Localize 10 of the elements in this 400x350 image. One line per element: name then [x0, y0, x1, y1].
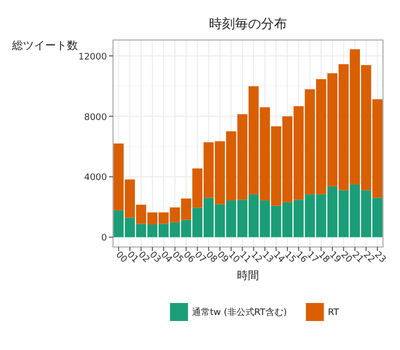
y-tick-label: 8000: [84, 112, 108, 123]
y-axis-title: 総ツイート数: [11, 39, 78, 52]
legend-label: 通常tw (非公式RT含む): [192, 307, 287, 318]
chart-title: 時刻毎の分布: [209, 17, 287, 32]
y-tick-label: 0: [101, 234, 108, 244]
y-tick-label: 12000: [78, 52, 108, 62]
x-axis-title: 時間: [237, 269, 259, 282]
x-tick-label: 00: [114, 250, 129, 266]
legend-label: RT: [328, 308, 340, 318]
y-tick-label: 4000: [84, 173, 108, 184]
